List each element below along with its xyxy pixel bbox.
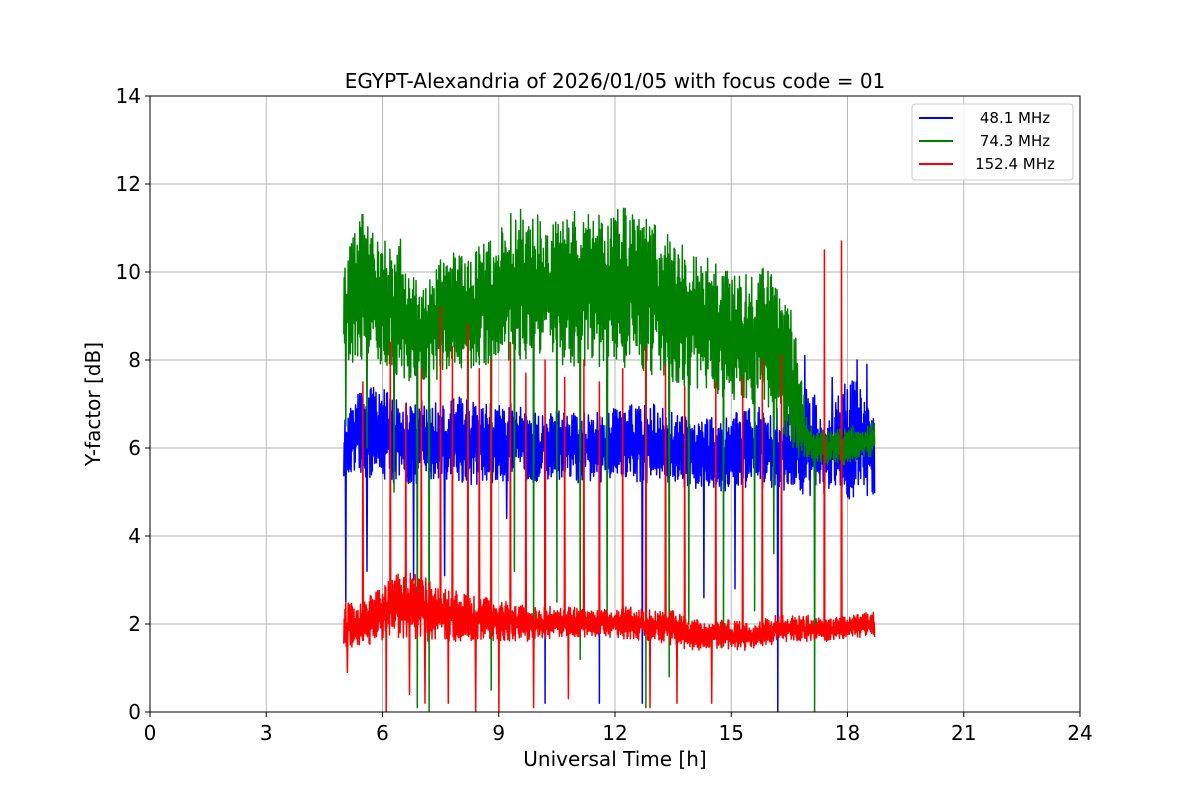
x-tick-label: 6: [376, 721, 389, 745]
legend-label: 48.1 MHz: [980, 109, 1050, 127]
y-tick-label: 8: [128, 348, 141, 372]
y-tick-label: 0: [128, 700, 141, 724]
series-layer: [343, 207, 876, 712]
x-tick-label: 18: [835, 721, 860, 745]
series-line: [343, 207, 876, 712]
y-tick-label: 4: [128, 524, 141, 548]
x-tick-label: 24: [1067, 721, 1092, 745]
x-tick-label: 3: [260, 721, 273, 745]
legend: 48.1 MHz 74.3 MHz 152.4 MHz: [911, 103, 1074, 181]
chart-title: EGYPT-Alexandria of 2026/01/05 with focu…: [345, 69, 886, 93]
series-74-3-mhz: [343, 207, 876, 712]
x-axis-label: Universal Time [h]: [523, 747, 706, 771]
legend-label: 74.3 MHz: [980, 132, 1050, 150]
x-tick-label: 15: [719, 721, 744, 745]
y-tick-label: 14: [116, 84, 141, 108]
series-152-4-mhz: [343, 240, 876, 712]
x-tick-label: 0: [144, 721, 157, 745]
y-tick-label: 2: [128, 612, 141, 636]
x-tick-label: 12: [602, 721, 627, 745]
y-tick-label: 6: [128, 436, 141, 460]
legend-label: 152.4 MHz: [975, 155, 1055, 173]
series-line: [343, 240, 876, 712]
y-tick-label: 12: [116, 172, 141, 196]
x-tick-label: 9: [492, 721, 505, 745]
y-tick-label: 10: [116, 260, 141, 284]
y-axis-label: Y-factor [dB]: [81, 342, 105, 467]
x-tick-label: 21: [951, 721, 976, 745]
legend-box: [911, 103, 1074, 181]
